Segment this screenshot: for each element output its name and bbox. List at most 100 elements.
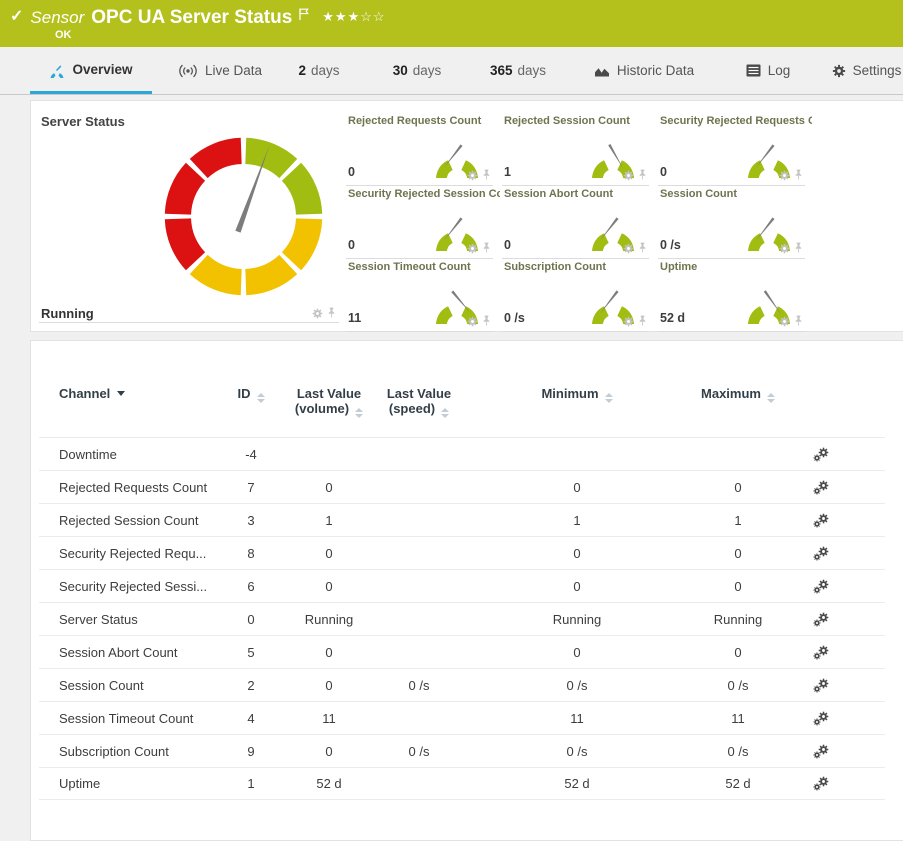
cell-maximum: 52 d [725,776,751,791]
cell-minimum: 0 [573,479,581,495]
column-header-channel[interactable]: Channel [59,386,221,401]
table-row[interactable]: Downtime -4 [39,437,885,470]
priority-flag-icon[interactable] [298,8,310,21]
gauge-settings-icon[interactable] [467,243,478,254]
edit-channel-button[interactable] [813,711,830,726]
gauge-pin-icon[interactable] [638,315,647,327]
edit-channel-button[interactable] [813,612,830,627]
cell-maximum: 0 [734,644,742,660]
log-icon [746,64,761,77]
table-row[interactable]: Security Rejected Sessi... 6 0 0 0 [39,569,885,602]
gauge-pin-icon[interactable] [482,242,491,254]
main-gauge-title: Server Status [41,114,125,129]
table-row[interactable]: Server Status 0 Running Running Running [39,602,885,635]
table-row[interactable]: Uptime 1 52 d 52 d 52 d [39,767,885,800]
cell-maximum: 1 [734,512,742,528]
cell-channel: Rejected Requests Count [59,479,208,495]
edit-channel-button[interactable] [813,776,830,791]
gauge-pin-icon[interactable] [638,169,647,181]
column-header-last-value-volume[interactable]: Last Value (volume) [294,386,364,418]
gauge-pin-icon[interactable] [794,242,803,254]
mini-gauge-value: 0 /s [660,238,681,252]
column-header-last-value-speed[interactable]: Last Value (speed) [386,386,452,418]
tab-settings[interactable]: Settings [830,47,903,94]
column-header-maximum[interactable]: Maximum [693,386,783,403]
tab-30-days[interactable]: 30 days [383,47,451,94]
gauge-settings-icon[interactable] [467,316,478,327]
mini-gauge-value: 0 /s [504,311,525,325]
star-empty-icons[interactable]: ☆☆ [360,9,386,24]
edit-channel-button[interactable] [813,546,830,561]
mini-gauge-needle [608,143,624,170]
table-row[interactable]: Rejected Session Count 3 1 1 1 [39,503,885,536]
edit-channel-button[interactable] [813,678,830,693]
gauge-settings-icon[interactable] [467,170,478,181]
cell-last-value-volume: 0 [325,644,333,660]
mini-gauge-cell: Rejected Requests Count 0 [346,113,493,186]
gauge-pin-icon[interactable] [794,315,803,327]
channel-table-panel: Channel ID Last Value (volume) Last Valu… [30,340,903,841]
tab-overview[interactable]: Overview [30,47,152,94]
edit-channel-button[interactable] [813,645,830,660]
cell-maximum: 11 [731,710,745,726]
cell-id: 1 [247,776,255,791]
cell-maximum: 0 [734,545,742,561]
table-row[interactable]: Rejected Requests Count 7 0 0 0 [39,470,885,503]
cell-last-value-volume: 0 [325,677,333,693]
mini-gauge-needle [755,217,775,241]
table-row[interactable]: Session Count 2 0 0 /s 0 /s 0 /s [39,668,885,701]
sort-icon [256,393,265,403]
cell-channel: Session Timeout Count [59,710,194,726]
mini-gauge-value: 0 [660,165,667,179]
cell-minimum: 0 [573,545,581,561]
tab-log[interactable]: Log [740,47,796,94]
gauge-pin-icon[interactable] [482,315,491,327]
divider [39,322,339,323]
gauge-pin-icon[interactable] [327,307,336,319]
edit-channel-button[interactable] [813,447,830,462]
tab-live-data[interactable]: Live Data [170,47,270,94]
star-filled-icons[interactable]: ★★★ [322,9,361,24]
status-check-icon: ✓ [10,8,24,25]
table-row[interactable]: Session Abort Count 5 0 0 0 [39,635,885,668]
gauge-settings-icon[interactable] [623,243,634,254]
main-gauge-value: Running [41,306,94,321]
gauge-settings-icon[interactable] [779,170,790,181]
tab-label: days [517,63,547,78]
edit-channel-button[interactable] [813,744,830,759]
gauge-settings-icon[interactable] [312,308,323,319]
mini-gauge-title: Rejected Requests Count [348,115,482,127]
gauge-settings-icon[interactable] [779,243,790,254]
sort-icon [355,408,364,418]
gauge-settings-icon[interactable] [623,170,634,181]
cell-minimum: 0 [573,578,581,594]
gauge-pin-icon[interactable] [482,169,491,181]
gauge-pin-icon[interactable] [794,169,803,181]
table-row[interactable]: Security Rejected Requ... 8 0 0 0 [39,536,885,569]
column-header-id[interactable]: ID [221,386,281,403]
column-header-minimum[interactable]: Minimum [461,386,693,403]
mini-gauge-cell: Uptime 52 d [658,259,805,332]
mini-gauge-title: Session Timeout Count [348,261,471,273]
priority-rating[interactable]: ★★★☆☆ [322,9,385,25]
mini-gauge-cell: Security Rejected Session Co... 0 [346,186,500,259]
tab-2-days[interactable]: 2 days [288,47,350,94]
mini-gauge-title: Uptime [660,261,698,273]
gauge-settings-icon[interactable] [623,316,634,327]
gauge-pin-icon[interactable] [638,242,647,254]
cell-id: 8 [247,545,255,561]
mini-gauge-title: Session Abort Count [504,188,613,200]
tab-historic-data[interactable]: Historic Data [586,47,702,94]
table-row[interactable]: Subscription Count 9 0 0 /s 0 /s 0 /s [39,734,885,767]
edit-channel-button[interactable] [813,513,830,528]
tab-365-days[interactable]: 365 days [481,47,555,94]
sort-desc-icon [117,391,126,396]
edit-channel-button[interactable] [813,579,830,594]
cell-minimum: 0 /s [566,677,588,693]
cell-last-value-speed: 0 /s [408,677,430,693]
edit-channel-button[interactable] [813,480,830,495]
table-row[interactable]: Session Timeout Count 4 11 11 11 [39,701,885,734]
cell-maximum: 0 [734,479,742,495]
gauge-settings-icon[interactable] [779,316,790,327]
cell-last-value-volume: 0 [325,743,333,759]
